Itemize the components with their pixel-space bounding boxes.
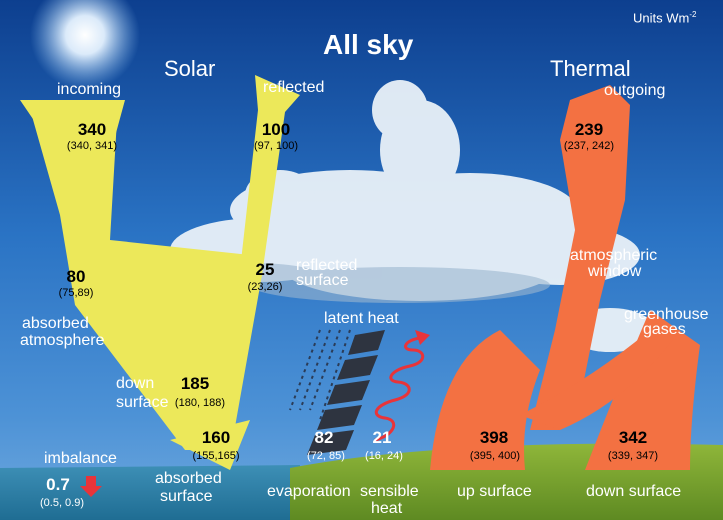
absorbed-atmosphere-value: 80 (66, 267, 86, 286)
down-surface-thermal-range: (339, 347) (607, 450, 659, 462)
evaporation-range: (72, 85) (307, 450, 345, 462)
sensible-heat-label-2: heat (371, 500, 403, 517)
up-surface-range: (395, 400) (469, 450, 521, 462)
down-surface-solar-label-2: surface (116, 394, 169, 411)
absorbed-atmosphere-label-1: absorbed (22, 315, 89, 332)
thermal-up-surface (430, 330, 540, 470)
rain-streaks (289, 329, 351, 421)
page-title: All sky (323, 29, 414, 60)
imbalance-value: 0.7 (46, 475, 70, 494)
thermal-heading: Thermal (550, 56, 631, 81)
latent-heat-bands (307, 330, 385, 455)
sensible-heat-value: 21 (372, 428, 392, 447)
absorbed-surface-label-2: surface (160, 488, 213, 505)
imbalance-arrow (80, 476, 102, 497)
reflected-surface-range: (23,26) (247, 281, 283, 293)
solar-reflected-beam (200, 75, 300, 455)
down-surface-solar-label-1: down (116, 375, 155, 392)
absorbed-atmosphere-label-2: atmosphere (20, 332, 105, 349)
sun (30, 0, 140, 90)
imbalance-label: imbalance (44, 450, 117, 467)
evaporation-label: evaporation (267, 483, 351, 500)
sensible-heat-coil (374, 336, 425, 442)
solar-heading: Solar (164, 56, 216, 81)
outgoing-label: outgoing (604, 82, 666, 99)
incoming-range: (340, 341) (66, 140, 118, 152)
reflected-surface-label-2: surface (296, 272, 349, 289)
down-surface-solar-value: 185 (180, 374, 210, 393)
incoming-value: 340 (77, 120, 107, 139)
solar-incoming-arrow (20, 100, 125, 210)
up-surface-label: up surface (457, 483, 532, 500)
evaporation-value: 82 (314, 428, 334, 447)
reflected-value: 100 (261, 120, 291, 139)
reflected-label: reflected (263, 79, 325, 96)
greenhouse-gases-label-2: gases (643, 321, 686, 338)
absorbed-surface-label-1: absorbed (155, 470, 222, 487)
solar-absorbed-arrow (170, 420, 250, 470)
sensible-heat-range: (16, 24) (365, 450, 403, 462)
down-surface-solar-range: (180, 188) (174, 397, 226, 409)
thermal-down-surface (585, 310, 700, 470)
absorbed-surface-range: (155,165) (192, 450, 240, 462)
sensible-heat-label-1: sensible (360, 483, 419, 500)
reflected-range: (97, 100) (253, 140, 299, 152)
reflected-surface-label-1: reflected (296, 257, 358, 274)
absorbed-surface-value: 160 (201, 428, 231, 447)
units-label: Units Wm-2 (633, 10, 697, 26)
sea (0, 465, 300, 520)
thermal-window-band (520, 330, 680, 430)
reflected-surface-value: 25 (255, 260, 275, 279)
thermal-outgoing-beam (530, 85, 630, 430)
down-surface-thermal-label: down surface (586, 483, 682, 500)
incoming-label: incoming (57, 81, 122, 98)
down-surface-thermal-value: 342 (618, 428, 648, 447)
imbalance-range: (0.5, 0.9) (39, 497, 85, 509)
greenhouse-gases-label-1: greenhouse (624, 306, 709, 323)
atmospheric-window-label-2: window (588, 263, 642, 280)
latent-heat-label: latent heat (324, 310, 399, 327)
sensible-heat-arrowhead (415, 330, 430, 345)
up-surface-value: 398 (479, 428, 509, 447)
absorbed-atmosphere-range: (75,89) (58, 287, 94, 299)
outgoing-value: 239 (574, 120, 604, 139)
outgoing-range: (237, 242) (563, 140, 615, 152)
atmospheric-window-label-1: atmospheric (570, 247, 658, 264)
